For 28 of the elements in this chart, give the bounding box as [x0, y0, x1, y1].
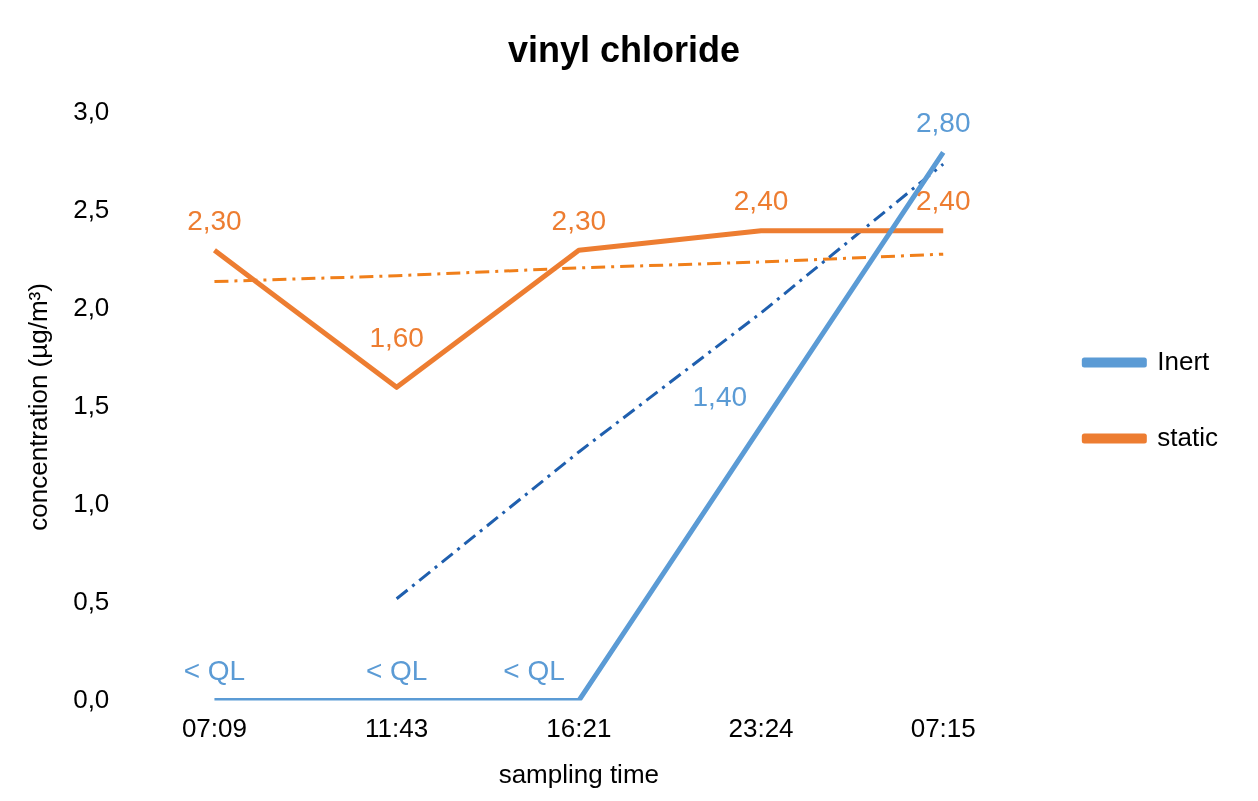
line-series: [212, 252, 945, 284]
data-label: 2,40: [733, 185, 789, 217]
y-tick-label: 0,0: [73, 683, 110, 714]
y-tick-label: 0,5: [73, 585, 110, 616]
x-tick-label: 07:15: [910, 713, 976, 744]
y-tick-label: 2,5: [73, 194, 110, 225]
data-label: 2,80: [915, 107, 971, 139]
legend-label: static: [1157, 421, 1218, 452]
y-axis-title: concentration (µg/m³): [22, 283, 53, 531]
y-tick-label: 3,0: [73, 96, 110, 127]
data-label: < QL: [365, 655, 428, 687]
data-label: < QL: [183, 655, 246, 687]
x-tick-label: 11:43: [365, 713, 429, 744]
data-label: 2,30: [187, 204, 242, 236]
x-axis-title: sampling time: [498, 758, 660, 789]
chart-title: vinyl chloride: [507, 28, 741, 70]
data-label: 1,60: [369, 322, 424, 354]
x-tick-label: 23:24: [728, 713, 794, 744]
x-tick-label: 07:09: [181, 713, 247, 744]
y-tick-label: 1,5: [73, 390, 110, 421]
y-tick-label: 2,0: [73, 292, 110, 323]
data-label: 2,30: [551, 204, 607, 236]
x-tick-label: 16:21: [546, 713, 612, 744]
data-label: 2,40: [915, 185, 971, 217]
legend-label: Inert: [1157, 345, 1211, 376]
data-label: 1,40: [692, 381, 748, 413]
data-label: < QL: [503, 655, 565, 687]
y-tick-label: 1,0: [73, 487, 110, 518]
